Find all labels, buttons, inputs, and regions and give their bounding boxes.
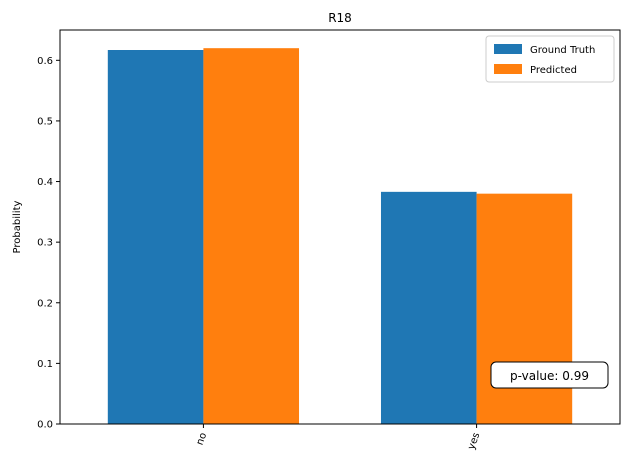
x-tick-label: yes bbox=[466, 431, 482, 451]
y-axis-label: Probability bbox=[12, 200, 23, 253]
p-value-annotation: p-value: 0.99 bbox=[490, 361, 609, 389]
x-axis: no yes bbox=[195, 424, 482, 451]
y-tick-label: 0.4 bbox=[37, 177, 53, 188]
annotation-box bbox=[490, 361, 609, 389]
plot-frame bbox=[59, 29, 621, 425]
legend: Ground Truth Predicted bbox=[485, 35, 615, 83]
chart-title: R18 bbox=[328, 11, 352, 25]
legend-label: Ground Truth bbox=[530, 45, 595, 56]
bar-ground-truth-no bbox=[107, 50, 204, 424]
bar-predicted-yes bbox=[476, 193, 573, 424]
y-tick-label: 0.6 bbox=[37, 56, 53, 67]
y-tick-label: 0.3 bbox=[37, 238, 53, 249]
bar-ground-truth-yes bbox=[380, 191, 477, 424]
legend-swatch bbox=[494, 64, 522, 74]
legend-swatch bbox=[494, 44, 522, 54]
bar-predicted-no bbox=[203, 48, 300, 424]
annotation-text: p-value: 0.99 bbox=[510, 369, 589, 383]
bars-group bbox=[107, 48, 573, 424]
x-tick-label: no bbox=[195, 431, 210, 446]
y-tick-label: 0.1 bbox=[37, 359, 53, 370]
y-tick-label: 0.0 bbox=[37, 420, 53, 431]
y-axis: 0.0 0.1 0.2 0.3 0.4 0.5 0.6 bbox=[37, 56, 60, 431]
y-tick-label: 0.5 bbox=[37, 116, 53, 127]
legend-label: Predicted bbox=[530, 65, 577, 76]
y-tick-label: 0.2 bbox=[37, 298, 53, 309]
